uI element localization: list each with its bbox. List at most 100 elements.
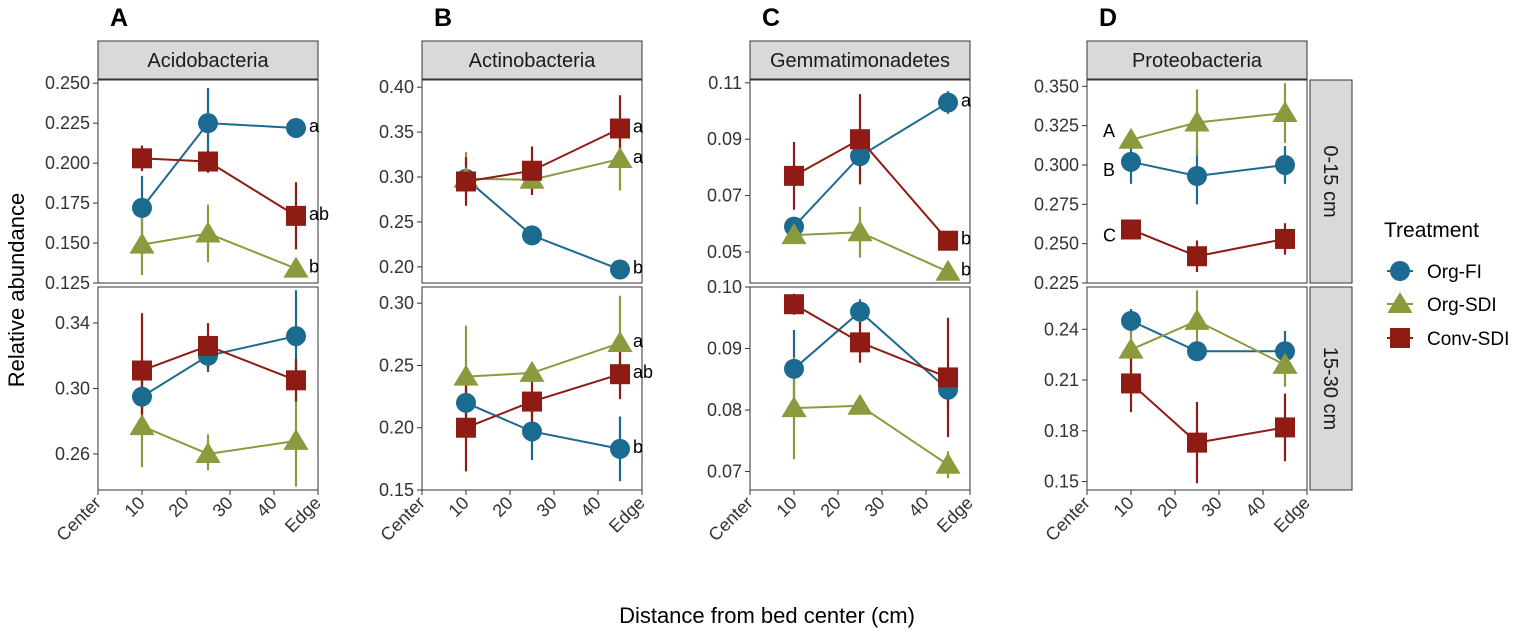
data-point-conv-sdi [286, 205, 306, 226]
panel-D: D Proteobacteria 0.225 0.250 0.275 0.300 0.325… [1034, 4, 1353, 545]
x-tick-label: 20 [817, 493, 845, 521]
y-tick-label: 0.11 [708, 73, 742, 93]
data-point-conv-sdi [938, 367, 958, 388]
data-point-conv-sdi [784, 165, 804, 186]
x-tick-label: 40 [1242, 493, 1270, 521]
data-point-org-fi [522, 225, 542, 246]
y-tick-label: 0.150 [45, 233, 90, 253]
data-point-conv-sdi [610, 118, 630, 139]
y-tick-label: 0.15 [1044, 472, 1079, 492]
y-tick-label: 0.05 [707, 242, 742, 262]
x-tick-label: Center [52, 493, 104, 545]
data-point-org-fi [522, 421, 542, 442]
data-point-org-fi [1187, 165, 1207, 186]
strip-label: Acidobacteria [147, 50, 269, 72]
depth-strip [1309, 79, 1353, 284]
data-point-conv-sdi [132, 148, 152, 169]
facet-D-row-2: 0.15 0.18 0.21 0.24 Center 10 20 30 40 Edge 15-30 … [1041, 286, 1353, 545]
data-point-conv-sdi [132, 360, 152, 381]
panel-C: CGemmatimonadetes0.050.070.090.11abb0.07… [704, 4, 976, 545]
y-tick-label: 0.07 [707, 462, 742, 482]
y-tick-label: 0.30 [55, 379, 90, 399]
y-tick-label: 0.250 [45, 73, 90, 93]
depth-strip-label: 15-30 cm [1319, 347, 1341, 430]
y-tick-label: 0.40 [379, 77, 414, 97]
y-tick-label: 0.30 [379, 293, 414, 313]
y-tick-label: 0.15 [379, 480, 414, 500]
y-tick-label: 0.225 [1034, 273, 1079, 293]
data-point-org-sdi [1118, 337, 1144, 359]
legend-marker [1390, 261, 1410, 281]
y-tick-label: 0.20 [379, 418, 414, 438]
data-point-conv-sdi [286, 370, 306, 391]
significance-letter: A [1103, 121, 1115, 141]
y-tick-label: 0.125 [45, 273, 90, 293]
data-point-org-sdi [607, 331, 633, 353]
data-point-conv-sdi [198, 335, 218, 356]
data-point-conv-sdi [1275, 417, 1295, 438]
significance-letter: b [309, 257, 319, 277]
data-point-org-sdi [781, 223, 807, 245]
data-point-org-sdi [129, 414, 155, 436]
legend-marker [1390, 328, 1410, 348]
significance-letter: b [633, 258, 643, 278]
legend-item-org-fi: Org-FI [1387, 261, 1482, 283]
panel-letter: B [434, 4, 452, 32]
data-point-org-fi [938, 92, 958, 113]
legend-label: Org-FI [1427, 262, 1482, 283]
y-tick-label: 0.300 [1034, 155, 1079, 175]
data-point-org-fi [1275, 341, 1295, 362]
facet-panels: AAcidobacteria0.1250.1500.1750.2000.2250… [45, 4, 1353, 545]
data-point-org-sdi [1184, 308, 1210, 330]
data-point-org-fi [850, 146, 870, 167]
y-tick-label: 0.34 [55, 313, 90, 333]
y-tick-label: 0.325 [1034, 116, 1079, 136]
x-tick-label: Edge [281, 493, 325, 537]
y-tick-label: 0.200 [45, 153, 90, 173]
y-tick-label: 0.24 [1044, 319, 1079, 339]
data-point-org-sdi [195, 221, 221, 243]
x-tick-label: Edge [605, 493, 649, 537]
data-point-conv-sdi [1275, 228, 1295, 249]
data-point-conv-sdi [1187, 432, 1207, 453]
data-point-org-sdi [1272, 352, 1298, 374]
x-tick-label: Center [704, 493, 756, 545]
data-point-org-fi [132, 386, 152, 407]
x-tick-label: Edge [933, 493, 977, 537]
data-point-org-sdi [519, 360, 545, 382]
significance-letter: a [633, 147, 644, 167]
depth-strip [1309, 286, 1353, 491]
y-tick-label: 0.350 [1034, 76, 1079, 96]
data-point-org-fi [610, 438, 630, 459]
data-point-org-sdi [935, 452, 961, 474]
data-point-conv-sdi [456, 171, 476, 192]
panel-letter: D [1099, 4, 1117, 32]
data-point-org-fi [456, 392, 476, 413]
depth-strip-label: 0-15 cm [1319, 145, 1341, 217]
facet-A-row-1: 0.125 0.150 0.175 0.200 0.225 0.250 a ab b [45, 73, 329, 293]
x-tick-label: 20 [489, 493, 517, 521]
data-point-org-fi [850, 301, 870, 322]
x-tick-label: 10 [773, 493, 801, 521]
legend-label: Org-SDI [1427, 295, 1497, 316]
strip-box [421, 40, 643, 80]
x-tick-label: 10 [1110, 493, 1138, 521]
panel-A: AAcidobacteria0.1250.1500.1750.2000.2250… [45, 4, 329, 545]
legend-title: Treatment [1384, 219, 1479, 242]
y-tick-label: 0.225 [45, 113, 90, 133]
significance-letter: C [1103, 225, 1116, 245]
data-point-org-sdi [935, 259, 961, 281]
significance-letter: a [961, 91, 972, 111]
data-point-conv-sdi [610, 364, 630, 385]
data-point-org-sdi [847, 220, 873, 242]
data-point-conv-sdi [522, 160, 542, 181]
x-tick-label: Center [1041, 493, 1093, 545]
strip-label: Proteobacteria [1132, 50, 1263, 72]
strip-label: Gemmatimonadetes [770, 50, 950, 72]
x-tick-label: 30 [1198, 493, 1226, 521]
facet-D-row-1: 0.225 0.250 0.275 0.300 0.325 0.350 AB C 0-15 cm [1034, 76, 1353, 293]
data-point-conv-sdi [938, 230, 958, 251]
data-point-conv-sdi [1121, 219, 1141, 240]
x-tick-label: 10 [121, 493, 149, 521]
x-axis-title: Distance from bed center (cm) [619, 603, 915, 628]
